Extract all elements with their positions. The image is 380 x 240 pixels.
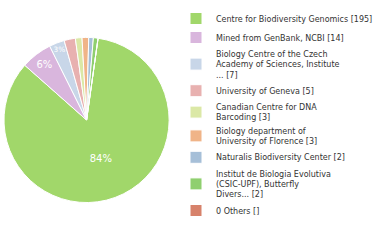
svg-text:Canadian Centre for DNABarcodi: Canadian Centre for DNABarcoding [3] [216, 103, 317, 122]
svg-text:Institut de Biologia Evolutiva: Institut de Biologia Evolutiva(CSIC-UPF)… [216, 170, 331, 200]
svg-text:3%: 3% [54, 45, 66, 54]
svg-text:Centre for Biodiversity Genomi: Centre for Biodiversity Genomics [195] [216, 15, 372, 24]
svg-text:University of Geneva [5]: University of Geneva [5] [216, 87, 314, 96]
svg-text:Mined from GenBank, NCBI [14]: Mined from GenBank, NCBI [14] [216, 34, 344, 43]
svg-text:6%: 6% [36, 59, 52, 70]
svg-text:0 Others []: 0 Others [] [216, 207, 259, 216]
svg-text:Biology department ofUniversit: Biology department ofUniversity of Flore… [216, 127, 317, 146]
svg-text:Biology Centre of the CzechAca: Biology Centre of the CzechAcademy of Sc… [216, 50, 340, 80]
svg-text:84%: 84% [90, 153, 112, 164]
svg-text:Naturalis Biodiversity Center: Naturalis Biodiversity Center [2] [216, 153, 345, 162]
